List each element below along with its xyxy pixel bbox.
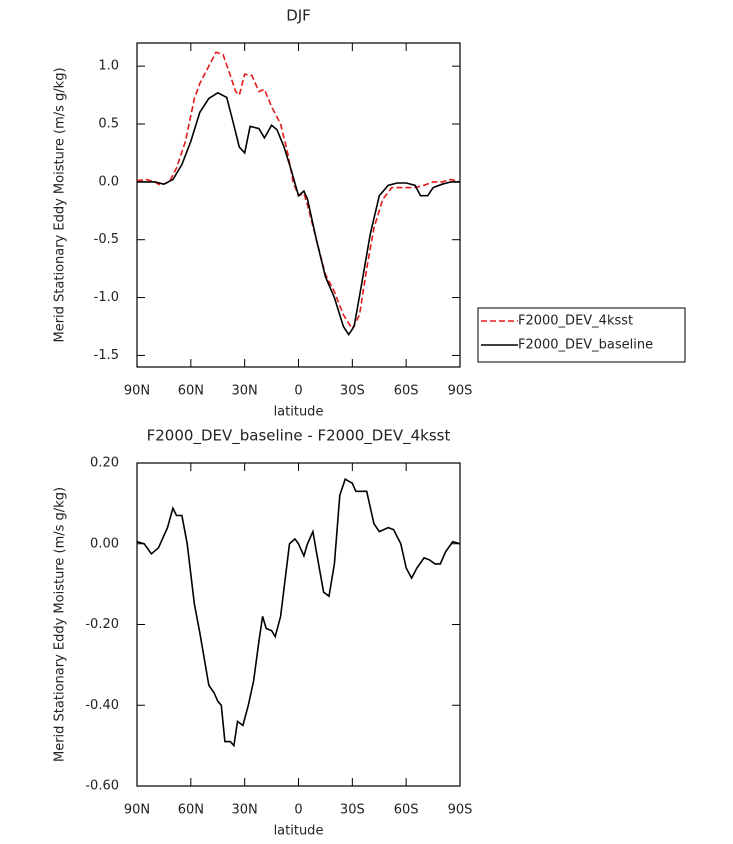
y-tick-label: -0.60 [85,779,119,794]
legend-label: F2000_DEV_4ksst [518,314,633,329]
x-tick-label: 60N [178,803,204,818]
y-tick-label: -0.20 [85,617,119,632]
x-tick-label: 30N [232,803,258,818]
x-tick-label: 60N [178,384,204,399]
y-tick-label: 0.0 [98,174,119,189]
chart-title: DJF [286,7,311,25]
x-tick-label: 90N [124,384,150,399]
x-tick-label: 60S [394,384,419,399]
x-tick-label: 90S [448,803,473,818]
x-axis-label: latitude [274,405,324,420]
x-tick-label: 30S [340,384,365,399]
x-tick-label: 0 [294,803,302,818]
x-tick-label: 0 [294,384,302,399]
y-tick-label: 0.5 [98,117,119,132]
data-line [136,51,461,331]
y-tick-label: 0.20 [90,456,119,471]
x-axis-label: latitude [274,824,324,839]
y-axis-label: Merid Stationary Eddy Moisture (m/s g/kg… [53,67,68,342]
x-tick-label: 30N [232,384,258,399]
y-axis-label: Merid Stationary Eddy Moisture (m/s g/kg… [53,487,68,762]
x-tick-label: 60S [394,803,419,818]
y-tick-label: 1.0 [98,59,119,74]
data-line [137,91,460,337]
plot-frame [136,462,461,787]
legend-box [477,307,686,363]
y-tick-label: -0.40 [85,698,119,713]
plot-frame [136,42,461,368]
y-tick-label: 0.00 [90,536,119,551]
chart-title: F2000_DEV_baseline - F2000_DEV_4ksst [147,427,451,446]
x-tick-label: 30S [340,803,365,818]
x-tick-label: 90N [124,803,150,818]
y-tick-label: -1.0 [94,290,119,305]
legend-label: F2000_DEV_baseline [518,338,653,353]
y-tick-label: -0.5 [94,232,119,247]
data-line [136,478,461,748]
y-tick-label: -1.5 [94,348,119,363]
x-tick-label: 90S [448,384,473,399]
